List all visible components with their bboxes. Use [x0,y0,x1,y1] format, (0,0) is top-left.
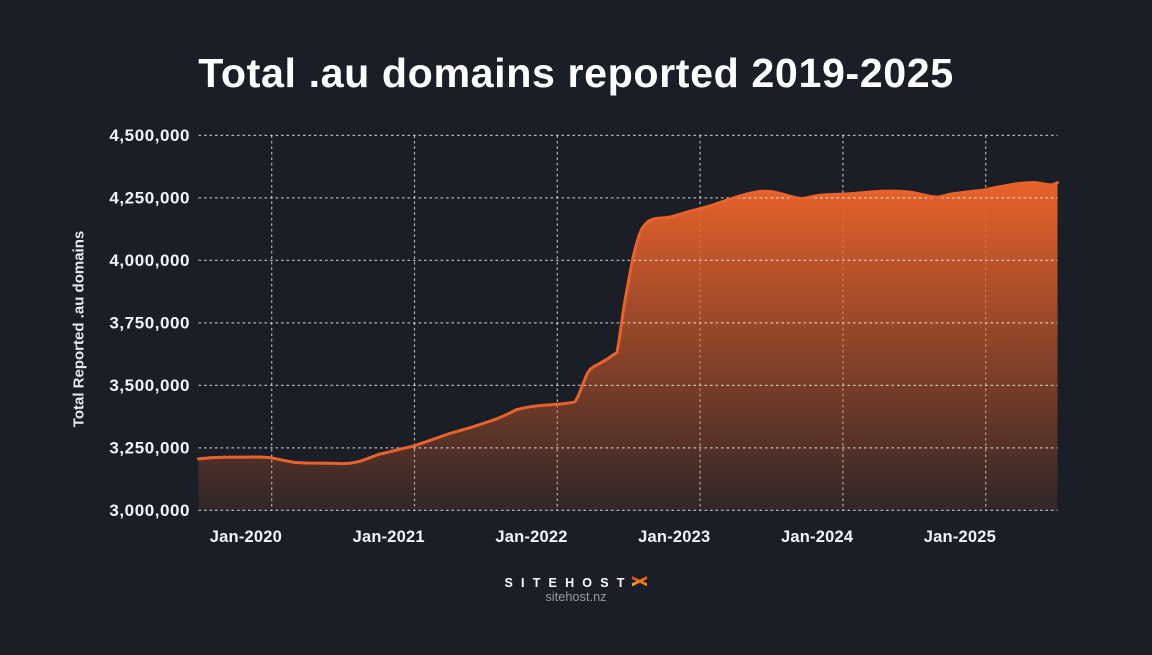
svg-text:4,000,000: 4,000,000 [109,251,190,270]
svg-text:Jan-2024: Jan-2024 [781,528,854,546]
svg-text:4,500,000: 4,500,000 [109,126,190,145]
svg-text:Jan-2023: Jan-2023 [638,528,710,546]
svg-text:Jan-2025: Jan-2025 [924,528,996,546]
svg-text:Jan-2020: Jan-2020 [210,528,282,546]
svg-text:Jan-2021: Jan-2021 [353,528,425,546]
svg-text:3,250,000: 3,250,000 [109,438,190,457]
svg-text:3,500,000: 3,500,000 [109,376,190,395]
svg-text:4,250,000: 4,250,000 [109,188,190,207]
svg-text:Jan-2022: Jan-2022 [495,528,567,546]
svg-text:3,000,000: 3,000,000 [109,501,190,520]
svg-text:3,750,000: 3,750,000 [109,313,190,332]
